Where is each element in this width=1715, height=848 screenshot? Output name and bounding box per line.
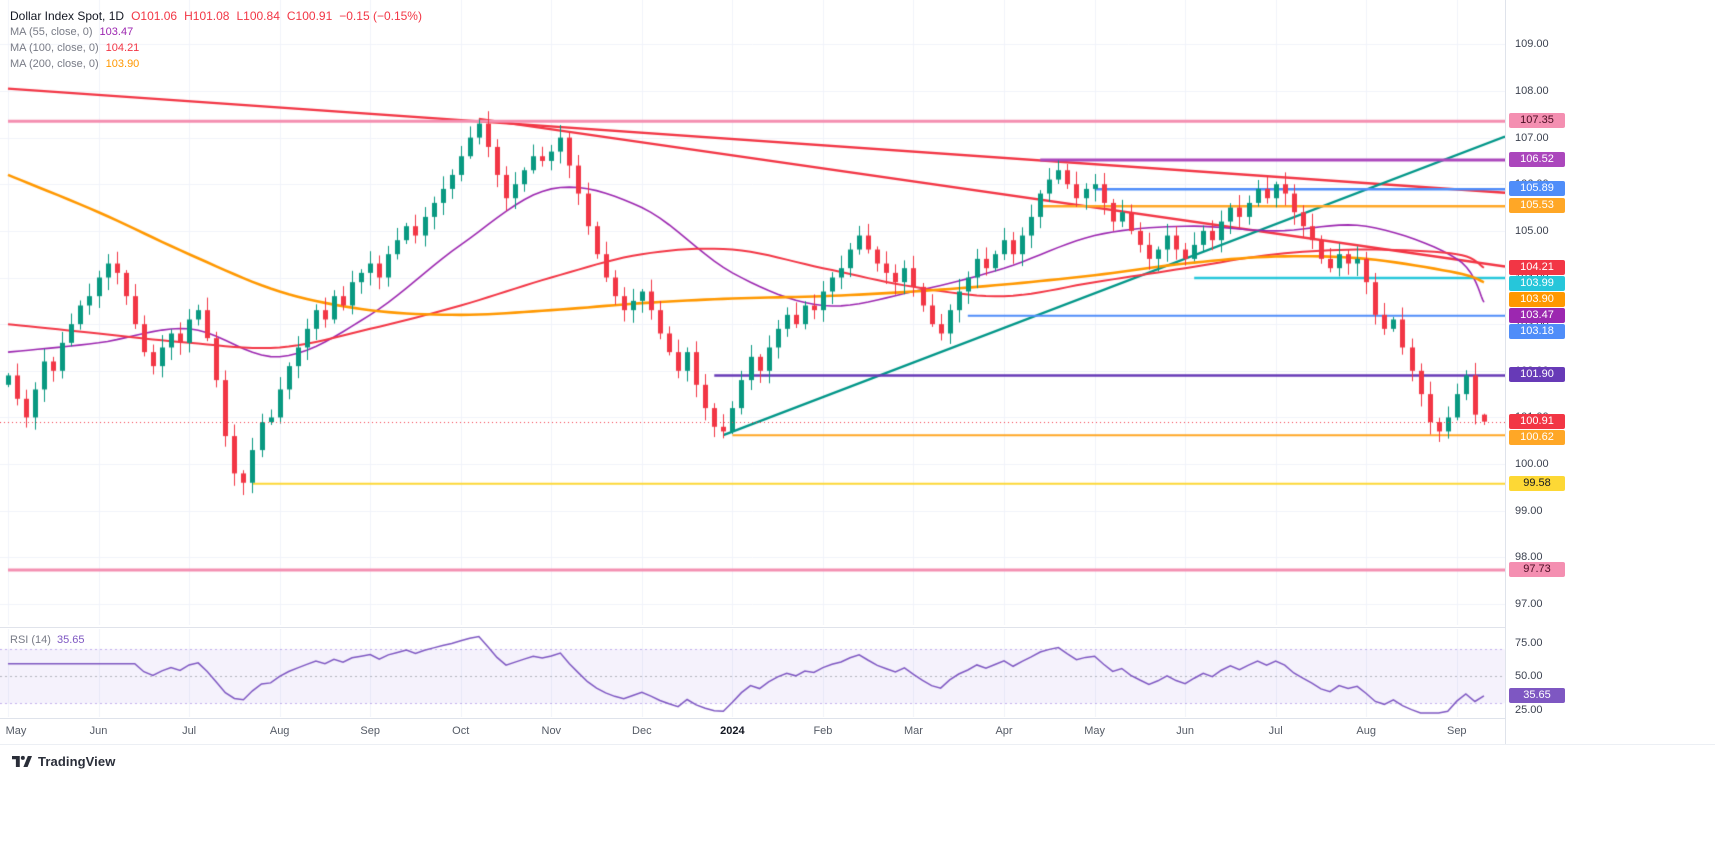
price-tick-label: 109.00 xyxy=(1515,38,1549,51)
ma-200-value: 103.90 xyxy=(105,58,140,70)
chart-legend: Dollar Index Spot, 1D O101.06 H101.08 L1… xyxy=(10,7,422,72)
footer: TradingView xyxy=(0,744,1715,778)
ma-200-row[interactable]: MA (200, close, 0) 103.90 xyxy=(10,56,422,72)
price-level-badge[interactable]: 99.58 xyxy=(1509,475,1565,491)
ma-value-badge[interactable]: 103.90 xyxy=(1509,291,1565,307)
time-axis-label: 2024 xyxy=(720,725,745,737)
time-axis-label: Dec xyxy=(632,725,652,737)
rsi-tick-label: 25.00 xyxy=(1515,704,1543,717)
ohlc-values: O101.06 H101.08 L100.84 C100.91 −0.15 (−… xyxy=(131,9,422,23)
price-level-badge[interactable]: 105.89 xyxy=(1509,181,1565,197)
time-axis-label: Oct xyxy=(452,725,470,737)
price-level-badge[interactable]: 101.90 xyxy=(1509,367,1565,383)
rsi-label: RSI (14) xyxy=(10,634,51,646)
price-tick-label: 107.00 xyxy=(1515,131,1549,144)
ohlc-change: −0.15 (−0.15%) xyxy=(339,8,422,23)
time-axis[interactable]: May Jun Jul Aug Sep Oct Nov Dec 2024 Feb Mar Apr May… xyxy=(0,718,1505,745)
time-axis-label: May xyxy=(1084,725,1105,737)
time-axis-label: Sep xyxy=(360,725,380,737)
ohlc-open: O101.06 xyxy=(131,8,178,23)
ohlc-high: H101.08 xyxy=(184,8,230,23)
tradingview-logo-icon[interactable] xyxy=(12,754,32,769)
ma-55-row[interactable]: MA (55, close, 0) 103.47 xyxy=(10,24,422,40)
symbol-row[interactable]: Dollar Index Spot, 1D O101.06 H101.08 L1… xyxy=(10,7,422,24)
rsi-value: 35.65 xyxy=(56,634,85,646)
time-axis-label: Aug xyxy=(1356,725,1377,737)
price-level-badge[interactable]: 100.62 xyxy=(1509,429,1565,445)
rsi-pane-canvas[interactable] xyxy=(0,629,1505,717)
price-axis[interactable]: 109.00108.00107.00106.00105.00104.00103.… xyxy=(1505,0,1715,744)
current-price-badge[interactable]: 100.91 xyxy=(1509,413,1565,429)
rsi-tick-label: 75.00 xyxy=(1515,636,1543,649)
time-axis-label: Feb xyxy=(813,725,833,737)
price-tick-label: 108.00 xyxy=(1515,84,1549,97)
ma-value-badge[interactable]: 103.47 xyxy=(1509,307,1565,323)
time-axis-label: Aug xyxy=(269,725,290,737)
price-level-badge[interactable]: 97.73 xyxy=(1509,561,1565,577)
price-pane-canvas[interactable] xyxy=(0,0,1505,625)
ma-100-value: 104.21 xyxy=(105,42,140,54)
ma-value-badge[interactable]: 104.21 xyxy=(1509,259,1565,275)
ma-100-row[interactable]: MA (100, close, 0) 104.21 xyxy=(10,40,422,56)
price-level-badge[interactable]: 103.18 xyxy=(1509,323,1565,339)
time-axis-label: Sep xyxy=(1446,725,1467,737)
rsi-value-badge[interactable]: 35.65 xyxy=(1509,687,1565,703)
time-axis-label: Jul xyxy=(1268,725,1283,737)
ma-55-value: 103.47 xyxy=(99,26,134,38)
price-level-badge[interactable]: 106.52 xyxy=(1509,151,1565,167)
symbol-title[interactable]: Dollar Index Spot, 1D xyxy=(10,8,125,23)
price-tick-label: 99.00 xyxy=(1515,504,1543,517)
ma-200-label: MA (200, close, 0) xyxy=(10,58,99,70)
ohlc-close: C100.91 xyxy=(286,8,333,23)
price-tick-label: 100.00 xyxy=(1515,458,1549,471)
rsi-tick-label: 50.00 xyxy=(1515,670,1543,683)
ma-100-label: MA (100, close, 0) xyxy=(10,42,99,54)
price-tick-label: 105.00 xyxy=(1515,224,1549,237)
price-tick-label: 97.00 xyxy=(1515,598,1543,610)
time-axis-label: Nov xyxy=(541,725,562,737)
pane-separator[interactable] xyxy=(0,627,1715,628)
time-axis-label: Jul xyxy=(182,725,197,737)
time-axis-label: May xyxy=(5,725,27,737)
price-tick-label: 98.00 xyxy=(1515,551,1543,564)
price-level-badge[interactable]: 107.35 xyxy=(1509,113,1565,129)
time-axis-label: Jun xyxy=(1176,725,1194,737)
time-axis-label: Jun xyxy=(89,725,108,737)
price-level-badge[interactable]: 103.99 xyxy=(1509,275,1565,291)
ma-55-label: MA (55, close, 0) xyxy=(10,26,93,38)
ohlc-low: L100.84 xyxy=(236,8,280,23)
tradingview-brand[interactable]: TradingView xyxy=(38,754,116,769)
price-level-badge[interactable]: 105.53 xyxy=(1509,198,1565,214)
time-axis-label: Apr xyxy=(995,725,1013,737)
rsi-legend[interactable]: RSI (14) 35.65 xyxy=(10,634,85,646)
time-axis-label: Mar xyxy=(904,725,923,737)
